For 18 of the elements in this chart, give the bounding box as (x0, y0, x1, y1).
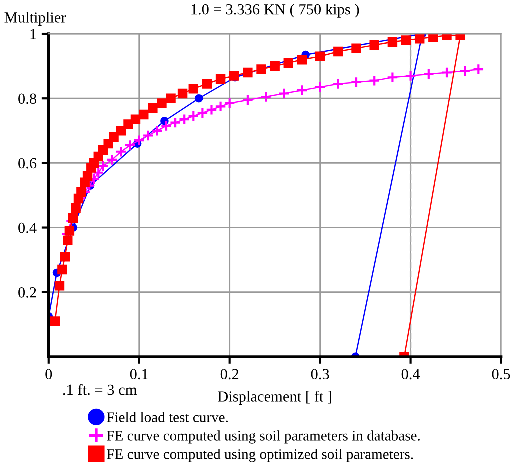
chart-title: 1.0 = 3.336 KN ( 750 kips ) (192, 4, 360, 18)
y-axis-title: Multiplier (4, 12, 66, 26)
legend-label: FE curve computed using soil parameters in database. (107, 430, 420, 444)
x-tick-label: 0.5 (492, 369, 510, 380)
legend-label: FE curve computed using optimized soil parameters. (107, 449, 414, 462)
y-tick-label: 1 (30, 29, 36, 40)
legend-label: Field load test curve. (107, 412, 228, 422)
text: .1 ft. = 3 cm (63, 384, 138, 396)
y-tick-label: 0.4 (18, 222, 37, 234)
x-tick-label: 0 (46, 369, 52, 380)
x-tick-label: 0.1 (130, 369, 148, 380)
x-axis-title: Displacement [ ft ] (218, 390, 332, 405)
y-tick-label: 0.2 (18, 288, 36, 298)
x-tick-label: 0.2 (220, 369, 239, 380)
x-tick-label: 0.4 (402, 369, 420, 380)
y-tick-label: 0.6 (18, 158, 37, 169)
x-tick-label: 0.3 (311, 369, 330, 380)
y-tick-label: 0.8 (18, 94, 36, 104)
